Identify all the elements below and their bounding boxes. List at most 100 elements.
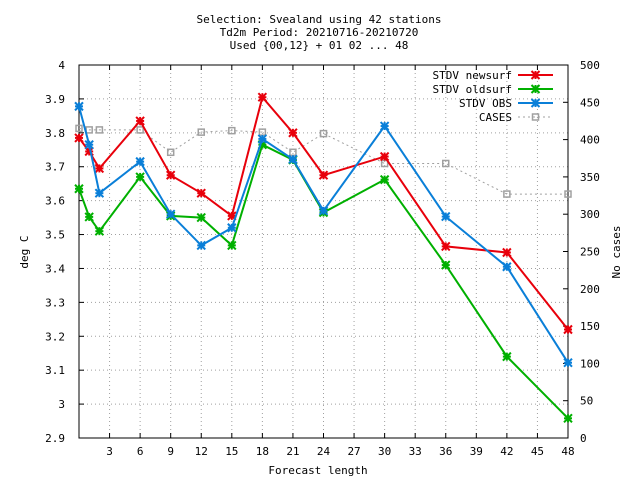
series-line [78, 95, 569, 331]
series-line [78, 143, 569, 420]
legend-label: STDV OBS [459, 97, 512, 110]
data-point [318, 206, 329, 216]
data-point [563, 324, 573, 335]
y2-tick-label: 0 [580, 432, 587, 445]
y2-tick-label: 350 [580, 171, 600, 184]
series-layer [74, 92, 573, 424]
data-point [94, 226, 105, 236]
data-point [95, 126, 104, 134]
axis-layer: 3 6 9 12 15 18 21 24 27 30 33 36 39 42 45 482.933.13.23… [45, 59, 600, 458]
data-point [196, 212, 206, 223]
data-point [75, 124, 83, 133]
y-tick-label: 4 [58, 59, 65, 72]
y2-tick-label: 250 [580, 246, 600, 259]
data-point [319, 129, 328, 138]
y2-tick-label: 100 [580, 357, 600, 370]
y-tick-label: 3 [58, 398, 65, 411]
data-point [196, 188, 206, 198]
data-point [135, 156, 145, 167]
legend-entry: STDV OBS [459, 97, 553, 110]
legend-entry: STDV newsurf [433, 69, 553, 82]
x-tick-label: 24 [317, 445, 331, 458]
y-tick-label: 3.7 [45, 161, 65, 174]
data-point [563, 358, 573, 368]
data-point [74, 184, 84, 194]
chart-title-line-1: Selection: Svealand using 42 stations [196, 13, 441, 26]
data-point [531, 113, 540, 121]
x-axis-label: Forecast length [268, 464, 367, 477]
x-tick-label: 3 [106, 445, 113, 458]
y-tick-label: 3.1 [45, 364, 65, 377]
series-stdv-obs [74, 101, 573, 368]
x-tick-label: 9 [167, 445, 174, 458]
data-point [318, 170, 329, 180]
y-tick-label: 3.2 [45, 330, 65, 343]
data-point [228, 126, 236, 135]
x-tick-label: 48 [561, 445, 574, 458]
y-tick-label: 3.4 [45, 262, 65, 275]
x-tick-label: 42 [500, 445, 513, 458]
x-tick-label: 27 [347, 445, 360, 458]
chart-title-line-3: Used {00,12} + 01 02 ... 48 [230, 39, 409, 52]
data-point [257, 92, 268, 102]
y2-tick-label: 500 [580, 59, 600, 72]
data-point [136, 126, 144, 134]
x-tick-label: 36 [439, 445, 452, 458]
legend-label: CASES [479, 111, 512, 124]
legend-entry: CASES [479, 111, 553, 124]
y2-tick-label: 50 [580, 395, 593, 408]
y-tick-label: 3.6 [45, 195, 65, 208]
data-point [379, 151, 390, 162]
data-point [165, 170, 176, 180]
data-point [94, 163, 105, 174]
series-line [78, 127, 568, 195]
y-axis-label: deg C [18, 235, 31, 268]
y-tick-label: 3.3 [45, 296, 65, 309]
data-point [530, 98, 541, 108]
y2-tick-label: 200 [580, 283, 600, 296]
data-point [197, 128, 205, 136]
data-point [564, 190, 572, 198]
data-point [441, 211, 451, 222]
data-point [502, 247, 512, 258]
data-point [379, 121, 390, 131]
x-tick-label: 45 [531, 445, 544, 458]
x-tick-label: 33 [409, 445, 422, 458]
x-tick-label: 18 [256, 445, 269, 458]
data-point [94, 188, 105, 198]
chart-title-line-2: Td2m Period: 20210716-20210720 [220, 26, 419, 39]
x-tick-label: 12 [195, 445, 208, 458]
legend-label: STDV newsurf [433, 69, 512, 82]
x-tick-label: 39 [470, 445, 483, 458]
y-tick-label: 3.5 [45, 229, 65, 242]
data-point [379, 174, 390, 185]
legend-label: STDV oldsurf [433, 83, 512, 96]
data-point [84, 139, 94, 150]
y2-tick-label: 400 [580, 134, 600, 147]
data-point [227, 240, 237, 251]
plot-frame [78, 64, 569, 439]
data-point [530, 70, 541, 80]
data-point [84, 212, 94, 222]
data-point [502, 262, 512, 272]
data-point [74, 101, 84, 112]
data-point [135, 116, 145, 126]
data-point [135, 172, 145, 182]
y2-tick-label: 300 [580, 208, 600, 221]
y-tick-label: 3.8 [45, 127, 65, 140]
data-point [503, 190, 511, 198]
data-point [227, 223, 237, 233]
data-point [441, 260, 451, 270]
y-tick-label: 2.9 [45, 432, 65, 445]
data-point [441, 241, 451, 252]
y-tick-label: 3.9 [45, 93, 65, 106]
data-point [288, 128, 298, 138]
data-point [196, 240, 206, 251]
data-point [563, 413, 573, 424]
y2-tick-label: 450 [580, 96, 600, 109]
data-point [165, 209, 176, 219]
x-tick-label: 15 [225, 445, 238, 458]
data-point [74, 133, 84, 143]
